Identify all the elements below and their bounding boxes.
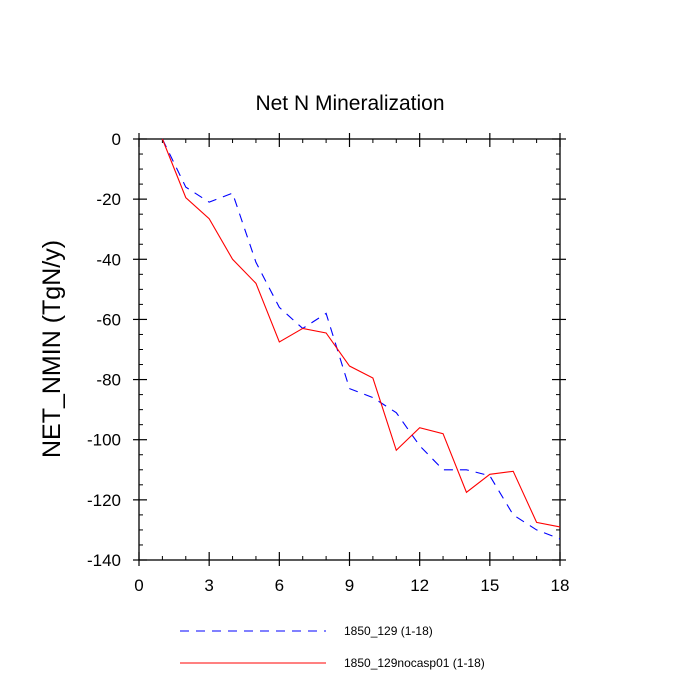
y-tick-label: -80 <box>96 371 121 390</box>
y-tick-label: -120 <box>87 491 121 510</box>
y-tick-label: -60 <box>96 310 121 329</box>
x-tick-label: 0 <box>134 576 143 595</box>
series-line-2 <box>161 138 561 528</box>
x-tick-label: 3 <box>204 576 213 595</box>
x-tick-label: 12 <box>410 576 429 595</box>
legend-label-1: 1850_129 (1-18) <box>344 624 433 638</box>
x-tick-label: 6 <box>275 576 284 595</box>
plot-frame <box>138 138 561 561</box>
x-tick-label: 15 <box>480 576 499 595</box>
y-tick-label: 0 <box>112 130 121 149</box>
axis-tick-labels: 0 3 6 9 12 15 18 0 -20 -40 -60 -80 -100 -120 -140 <box>87 130 569 595</box>
axis-ticks <box>133 133 566 566</box>
legend-label-2: 1850_129nocasp01 (1-18) <box>344 656 485 670</box>
x-tick-label: 9 <box>345 576 354 595</box>
y-tick-label: -140 <box>87 551 121 570</box>
y-tick-label: -20 <box>96 190 121 209</box>
chart-title: Net N Mineralization <box>255 92 444 115</box>
y-axis-label: NET_NMIN (TgN/y) <box>38 240 66 458</box>
y-tick-label: -100 <box>87 431 121 450</box>
series-line-1 <box>161 138 561 540</box>
legend: 1850_129 (1-18) 1850_129nocasp01 (1-18) <box>180 624 485 670</box>
x-tick-label: 18 <box>551 576 570 595</box>
series-lines <box>161 138 561 540</box>
y-tick-label: -40 <box>96 250 121 269</box>
